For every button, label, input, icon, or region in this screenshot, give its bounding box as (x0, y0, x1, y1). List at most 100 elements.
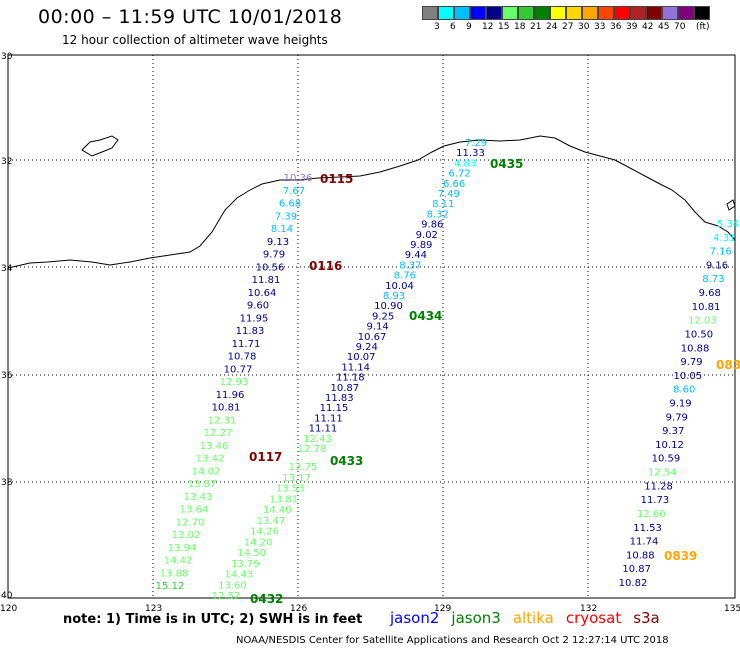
wave-height-value: 10.88 (626, 550, 655, 561)
wave-height-value: 10.87 (622, 564, 651, 575)
wave-height-value: 4.83 (454, 158, 476, 169)
scale-label: 39 (626, 22, 638, 32)
wave-height-value: 9.68 (699, 288, 721, 299)
wave-height-value: 10.64 (248, 288, 277, 299)
satellite-altika: altika (512, 609, 554, 627)
wave-height-value: 10.59 (652, 454, 681, 465)
wave-height-value: 9.19 (669, 399, 691, 410)
scale-swatch (550, 6, 566, 20)
note-text: note: 1) Time is in UTC; 2) SWH is in fe… (63, 612, 363, 627)
wave-height-value: 13.46 (200, 441, 229, 452)
wave-height-value: 12.27 (204, 428, 233, 439)
wave-height-value: 15.12 (156, 581, 185, 592)
pass-time-label: 0434 (409, 309, 442, 323)
wave-height-value: 10.56 (256, 262, 285, 273)
wave-height-value: 14.43 (224, 570, 253, 581)
scale-label: 45 (658, 22, 670, 32)
map-grid (8, 55, 735, 598)
wave-height-value: 10.67 (358, 332, 387, 343)
scale-swatch (598, 6, 614, 20)
pass-time-label: 0432 (250, 592, 283, 606)
wave-height-value: 9.02 (416, 230, 438, 241)
longitude-label: 123 (145, 604, 162, 614)
pass-time-label: 0433 (330, 454, 363, 468)
map-subtitle: 12 hour collection of altimeter wave hei… (62, 33, 328, 47)
wave-height-value: 11.83 (236, 326, 265, 337)
wave-height-value: 11.81 (252, 275, 281, 286)
pass-time-label: 0839 (664, 549, 697, 563)
wave-height-value: 13.75 (289, 462, 318, 473)
scale-label: 15 (498, 22, 510, 32)
wave-height-value: 12.52 (212, 591, 241, 602)
latitude-label: 38 (1, 478, 13, 488)
pass-time-label: 0116 (309, 259, 342, 273)
wave-height-value: 10.87 (330, 383, 359, 394)
scale-label: 3 (434, 22, 440, 32)
wave-height-value: 11.18 (336, 373, 365, 384)
scale-swatch (678, 6, 694, 20)
scale-swatch (486, 6, 502, 20)
wave-height-value: 9.79 (680, 357, 702, 368)
scale-swatch (614, 6, 630, 20)
wave-height-value: 13.81 (269, 494, 298, 505)
scale-swatch (662, 6, 678, 20)
wave-height-value: 7.16 (710, 247, 732, 258)
satellite-jason2: jason2 (390, 609, 440, 627)
wave-height-value: 10.81 (692, 302, 721, 313)
longitude-label: 120 (0, 604, 17, 614)
wave-height-value: 11.73 (641, 495, 670, 506)
wave-height-value: 10.36 (284, 173, 313, 184)
wave-height-value: 9.89 (410, 240, 432, 251)
wave-height-value: 11.83 (325, 393, 354, 404)
wave-height-value: 10.81 (212, 403, 241, 414)
wave-height-value: 10.78 (228, 352, 257, 363)
wave-height-value: 9.79 (666, 412, 688, 423)
wave-height-value: 6.68 (279, 199, 301, 210)
wave-height-value: 11.14 (341, 362, 370, 373)
scale-swatch (518, 6, 534, 20)
wave-height-value: 8.32 (427, 209, 449, 220)
wave-height-value: 13.88 (160, 568, 189, 579)
wave-height-value: 5.34 (717, 219, 739, 230)
wave-height-value: 13.94 (168, 543, 197, 554)
wave-height-value: 10.50 (684, 330, 713, 341)
wave-height-value: 10.88 (681, 343, 710, 354)
wave-height-value: 9.14 (366, 322, 388, 333)
latitude-label: 30 (1, 52, 13, 62)
wave-height-value: 13.43 (184, 492, 213, 503)
wave-height-value: 8.73 (702, 274, 724, 285)
longitude-label: 126 (290, 604, 307, 614)
wave-height-value: 9.25 (372, 311, 394, 322)
wave-height-value: 8.14 (271, 224, 293, 235)
wave-height-value: 14.42 (164, 556, 193, 567)
satellite-jason3: jason3 (451, 609, 501, 627)
latitude-label: 40 (1, 591, 13, 601)
wave-height-value: 12.70 (176, 517, 205, 528)
scale-label: 21 (530, 22, 542, 32)
wave-height-value: 8.76 (394, 271, 416, 282)
wave-height-value: 13.79 (231, 559, 260, 570)
latitude-label: 32 (1, 157, 12, 167)
wave-height-value: 6.66 (443, 179, 465, 190)
wave-height-value: 14.02 (192, 466, 221, 477)
longitude-label: 135 (724, 604, 740, 614)
wave-height-value: 7.49 (438, 189, 460, 200)
wave-height-value: 12.78 (298, 444, 327, 455)
wave-height-value: 10.82 (619, 578, 648, 589)
wave-height-value: 8.60 (673, 385, 695, 396)
scale-swatch (438, 6, 454, 20)
latitude-label: 34 (1, 264, 13, 274)
scale-label: 36 (610, 22, 622, 32)
wave-height-value: 14.50 (237, 548, 266, 559)
scale-swatch (502, 6, 518, 20)
scale-label: 12 (482, 22, 494, 32)
wave-height-value: 13.87 (188, 479, 217, 490)
wave-height-value: 4.31 (713, 233, 735, 244)
wave-height-value: 11.95 (240, 313, 269, 324)
wave-height-value: 10.07 (347, 352, 376, 363)
scale-swatch (694, 6, 710, 20)
wave-height-value: 13.60 (218, 580, 247, 591)
wave-height-value: 11.11 (314, 413, 343, 424)
scale-swatch (454, 6, 470, 20)
